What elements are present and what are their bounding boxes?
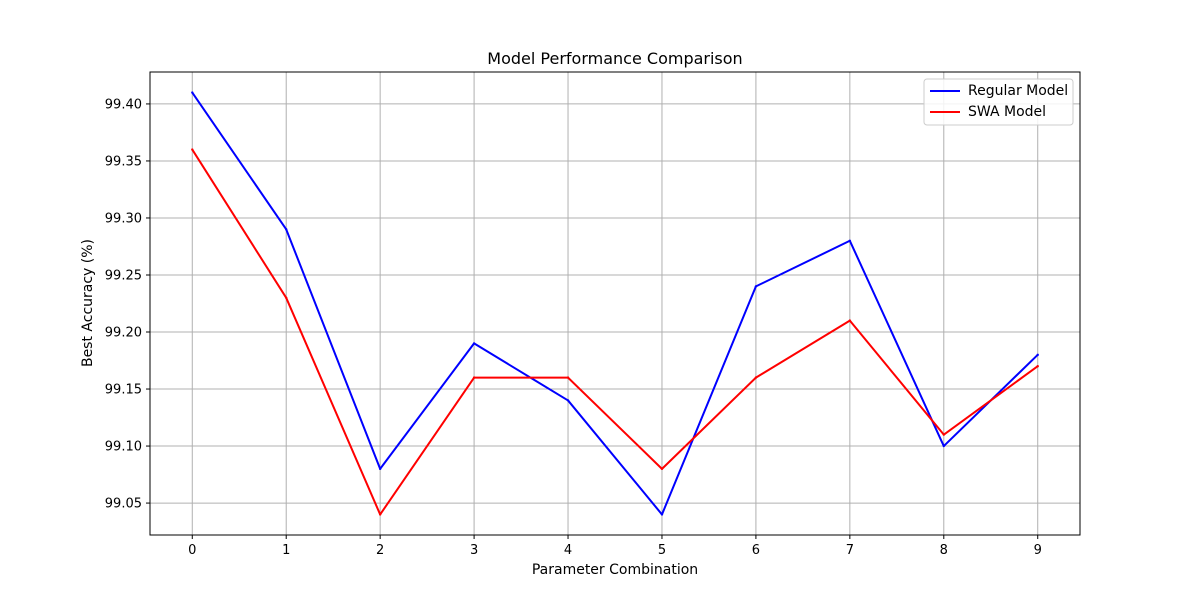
series-point-swa-model-3 — [472, 376, 476, 379]
x-tick-label-9: 9 — [1034, 543, 1042, 558]
y-tick-label-7: 99.40 — [105, 97, 142, 112]
plot-frame — [149, 71, 1081, 536]
series-point-regular-model-3 — [472, 342, 476, 345]
series-point-regular-model-7 — [848, 239, 852, 242]
series-point-swa-model-0 — [191, 148, 194, 151]
y-tick-label-5: 99.30 — [105, 211, 142, 226]
y-tick-label-2: 99.15 — [105, 383, 142, 398]
y-tick-label-3: 99.20 — [105, 326, 142, 341]
series-point-regular-model-6 — [754, 285, 758, 288]
series-point-swa-model-7 — [848, 319, 852, 322]
series-line-swa-model — [191, 149, 1039, 516]
series-layer — [191, 91, 1039, 516]
y-tick-label-1: 99.10 — [105, 440, 142, 455]
series-point-regular-model-5 — [660, 513, 664, 516]
legend-frame — [923, 78, 1074, 126]
x-tick-label-4: 4 — [564, 543, 572, 558]
legend-label-swa-model: SWA Model — [968, 104, 1046, 120]
y-tick-label-0: 99.05 — [105, 497, 142, 512]
legend-label-regular-model: Regular Model — [968, 83, 1068, 99]
chart-title: Model Performance Comparison — [487, 49, 742, 68]
y-axis-label: Best Accuracy (%) — [80, 239, 96, 367]
series-line-regular-model — [191, 91, 1039, 516]
x-tick-label-3: 3 — [470, 543, 478, 558]
series-point-swa-model-6 — [754, 376, 758, 379]
x-axis-label: Parameter Combination — [532, 562, 698, 578]
series-point-swa-model-1 — [285, 296, 288, 299]
y-tick-label-6: 99.35 — [105, 154, 142, 169]
x-tick-label-2: 2 — [376, 543, 384, 558]
series-point-swa-model-5 — [660, 467, 664, 471]
series-point-regular-model-8 — [942, 444, 945, 448]
x-tick-label-1: 1 — [282, 543, 290, 558]
legend: Regular Model SWA Model — [923, 78, 1074, 126]
x-tick-label-0: 0 — [188, 543, 196, 558]
y-tick-label-4: 99.25 — [105, 268, 142, 283]
series-point-swa-model-8 — [942, 433, 945, 436]
series-point-regular-model-0 — [191, 91, 194, 94]
x-tick-label-7: 7 — [846, 543, 854, 558]
axis-layer: 0 1 2 3 4 5 6 7 8 9 99.05 99.10 99.15 99.20 99.25 99.30… — [105, 97, 1042, 558]
series-point-regular-model-1 — [285, 228, 288, 231]
series-point-regular-model-2 — [378, 467, 382, 471]
series-point-swa-model-2 — [378, 513, 382, 516]
x-tick-label-8: 8 — [940, 543, 948, 558]
series-point-swa-model-9 — [1036, 365, 1039, 368]
series-point-regular-model-9 — [1036, 353, 1039, 357]
x-tick-label-6: 6 — [752, 543, 760, 558]
series-point-regular-model-4 — [566, 399, 570, 402]
series-point-swa-model-4 — [566, 376, 570, 379]
grid-layer — [150, 72, 1080, 535]
x-tick-label-5: 5 — [658, 543, 666, 558]
